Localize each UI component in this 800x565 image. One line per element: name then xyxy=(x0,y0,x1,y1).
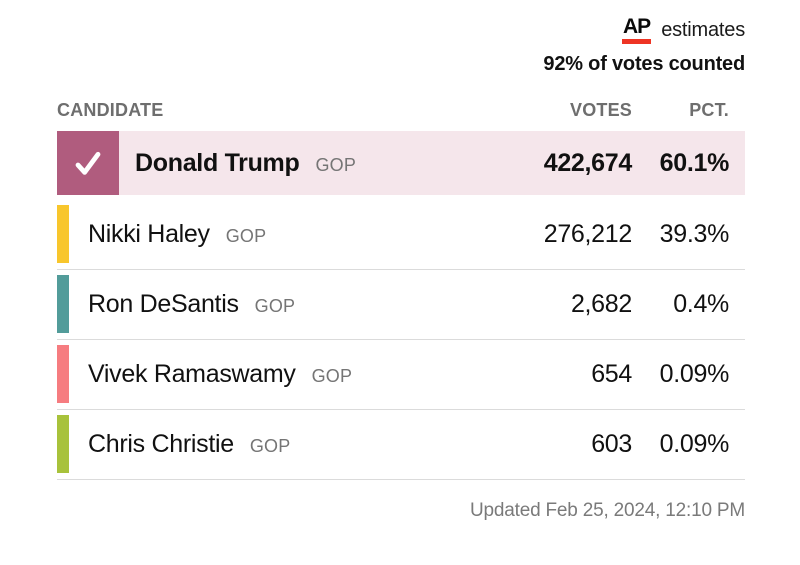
column-header-pct: PCT. xyxy=(689,100,729,120)
table-row-donald-trump: Donald Trump GOP 422,674 60.1% xyxy=(57,131,745,195)
column-header-votes: VOTES xyxy=(569,100,632,120)
table-row-nikki-haley: Nikki Haley GOP 276,212 39.3% xyxy=(57,200,745,270)
ap-estimates-line: AP estimates xyxy=(57,16,745,44)
party-label: GOP xyxy=(254,296,296,316)
ap-logo-letters: AP xyxy=(623,15,651,38)
pct-value: 39.3% xyxy=(659,220,730,248)
column-header-candidate: CANDIDATE xyxy=(57,100,164,120)
topbar: AP estimates 92% of votes counted xyxy=(57,16,745,76)
party-label: GOP xyxy=(225,226,267,246)
votes-value: 422,674 xyxy=(543,148,633,177)
table-row-chris-christie: Chris Christie GOP 603 0.09% xyxy=(57,410,745,480)
candidate-color-bar xyxy=(57,205,69,263)
candidate-name: Donald Trump xyxy=(135,148,300,177)
table-row-vivek-ramaswamy: Vivek Ramaswamy GOP 654 0.09% xyxy=(57,340,745,410)
candidate-name-group: Chris Christie GOP xyxy=(88,430,512,459)
votes-value: 276,212 xyxy=(543,220,633,248)
results-table: CANDIDATE VOTES PCT. Donald Trump GOP 42… xyxy=(57,100,745,480)
candidate-color-bar xyxy=(57,345,69,403)
candidate-color-bar xyxy=(57,415,69,473)
candidate-name-group: Donald Trump GOP xyxy=(135,149,512,178)
ap-logo: AP xyxy=(622,16,651,44)
candidate-name: Vivek Ramaswamy xyxy=(88,360,296,388)
votes-counted-label: 92% of votes counted xyxy=(543,53,745,75)
table-row-ron-desantis: Ron DeSantis GOP 2,682 0.4% xyxy=(57,270,745,340)
candidate-name: Chris Christie xyxy=(88,430,234,458)
votes-value: 2,682 xyxy=(570,290,632,318)
candidate-name-group: Ron DeSantis GOP xyxy=(88,290,512,319)
pct-value: 60.1% xyxy=(659,148,730,177)
ap-logo-underline xyxy=(622,39,652,44)
pct-value: 0.4% xyxy=(673,290,729,318)
updated-timestamp: Updated Feb 25, 2024, 12:10 PM xyxy=(470,500,745,521)
candidate-name-group: Nikki Haley GOP xyxy=(88,220,512,249)
candidate-name: Ron DeSantis xyxy=(88,290,239,318)
winner-check-box xyxy=(57,131,119,195)
candidate-name-group: Vivek Ramaswamy GOP xyxy=(88,360,512,389)
votes-value: 603 xyxy=(591,430,632,458)
pct-value: 0.09% xyxy=(659,430,730,458)
check-icon xyxy=(75,151,101,175)
candidate-color-bar xyxy=(57,275,69,333)
candidate-name: Nikki Haley xyxy=(88,220,210,248)
party-label: GOP xyxy=(249,436,291,456)
pct-value: 0.09% xyxy=(659,360,730,388)
party-label: GOP xyxy=(311,366,353,386)
party-label: GOP xyxy=(315,154,357,175)
votes-value: 654 xyxy=(591,360,632,388)
table-header: CANDIDATE VOTES PCT. xyxy=(57,100,745,131)
estimates-label: estimates xyxy=(661,18,745,41)
